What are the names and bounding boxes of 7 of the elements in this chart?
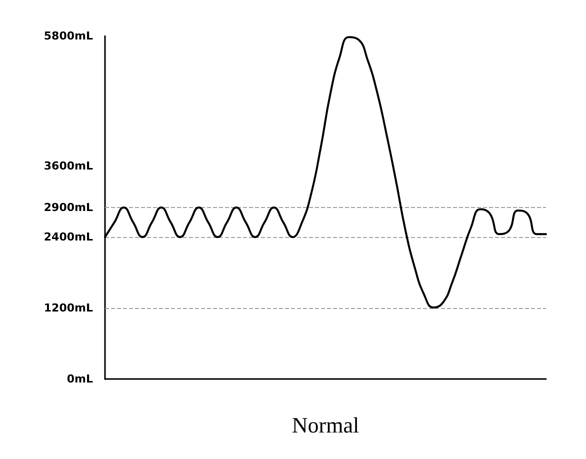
y-tick-label: 3600mL	[44, 160, 93, 173]
y-tick-label: 0mL	[66, 372, 93, 386]
y-tick-label: 1200mL	[44, 302, 93, 315]
x-axis-title: Normal	[292, 412, 360, 438]
y-tick-label: 5800mL	[44, 30, 93, 42]
y-tick-label: 2400mL	[44, 230, 93, 244]
y-tick-label: 2900mL	[44, 201, 93, 214]
